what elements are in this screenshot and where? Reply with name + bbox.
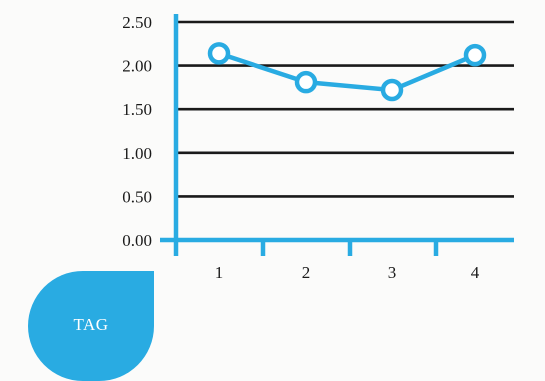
y-tick-label: 2.50 xyxy=(122,13,152,32)
x-tick-label: 1 xyxy=(215,263,224,282)
data-point xyxy=(294,70,318,94)
y-tick-label: 2.00 xyxy=(122,57,152,76)
x-tick-label: 4 xyxy=(471,263,480,282)
y-tick-label: 0.50 xyxy=(122,187,152,206)
y-tick-label: 1.50 xyxy=(122,100,152,119)
grid-lines xyxy=(176,20,514,198)
data-point xyxy=(207,42,231,65)
x-axis-tick-labels: 1 2 3 4 xyxy=(215,263,480,282)
series-line xyxy=(216,51,478,93)
series-layer xyxy=(207,42,487,102)
x-tick-label: 3 xyxy=(388,263,397,282)
axes xyxy=(160,14,514,256)
y-tick-label: 0.00 xyxy=(122,231,152,250)
tag-label: TAG xyxy=(73,315,109,334)
y-axis-tick-labels: 0.00 0.50 1.00 1.50 2.00 2.50 xyxy=(122,13,152,250)
x-tick-label: 2 xyxy=(302,263,311,282)
tag-badge: TAG xyxy=(28,271,154,381)
data-point xyxy=(380,78,404,102)
y-tick-label: 1.00 xyxy=(122,144,152,163)
data-point xyxy=(463,43,487,67)
